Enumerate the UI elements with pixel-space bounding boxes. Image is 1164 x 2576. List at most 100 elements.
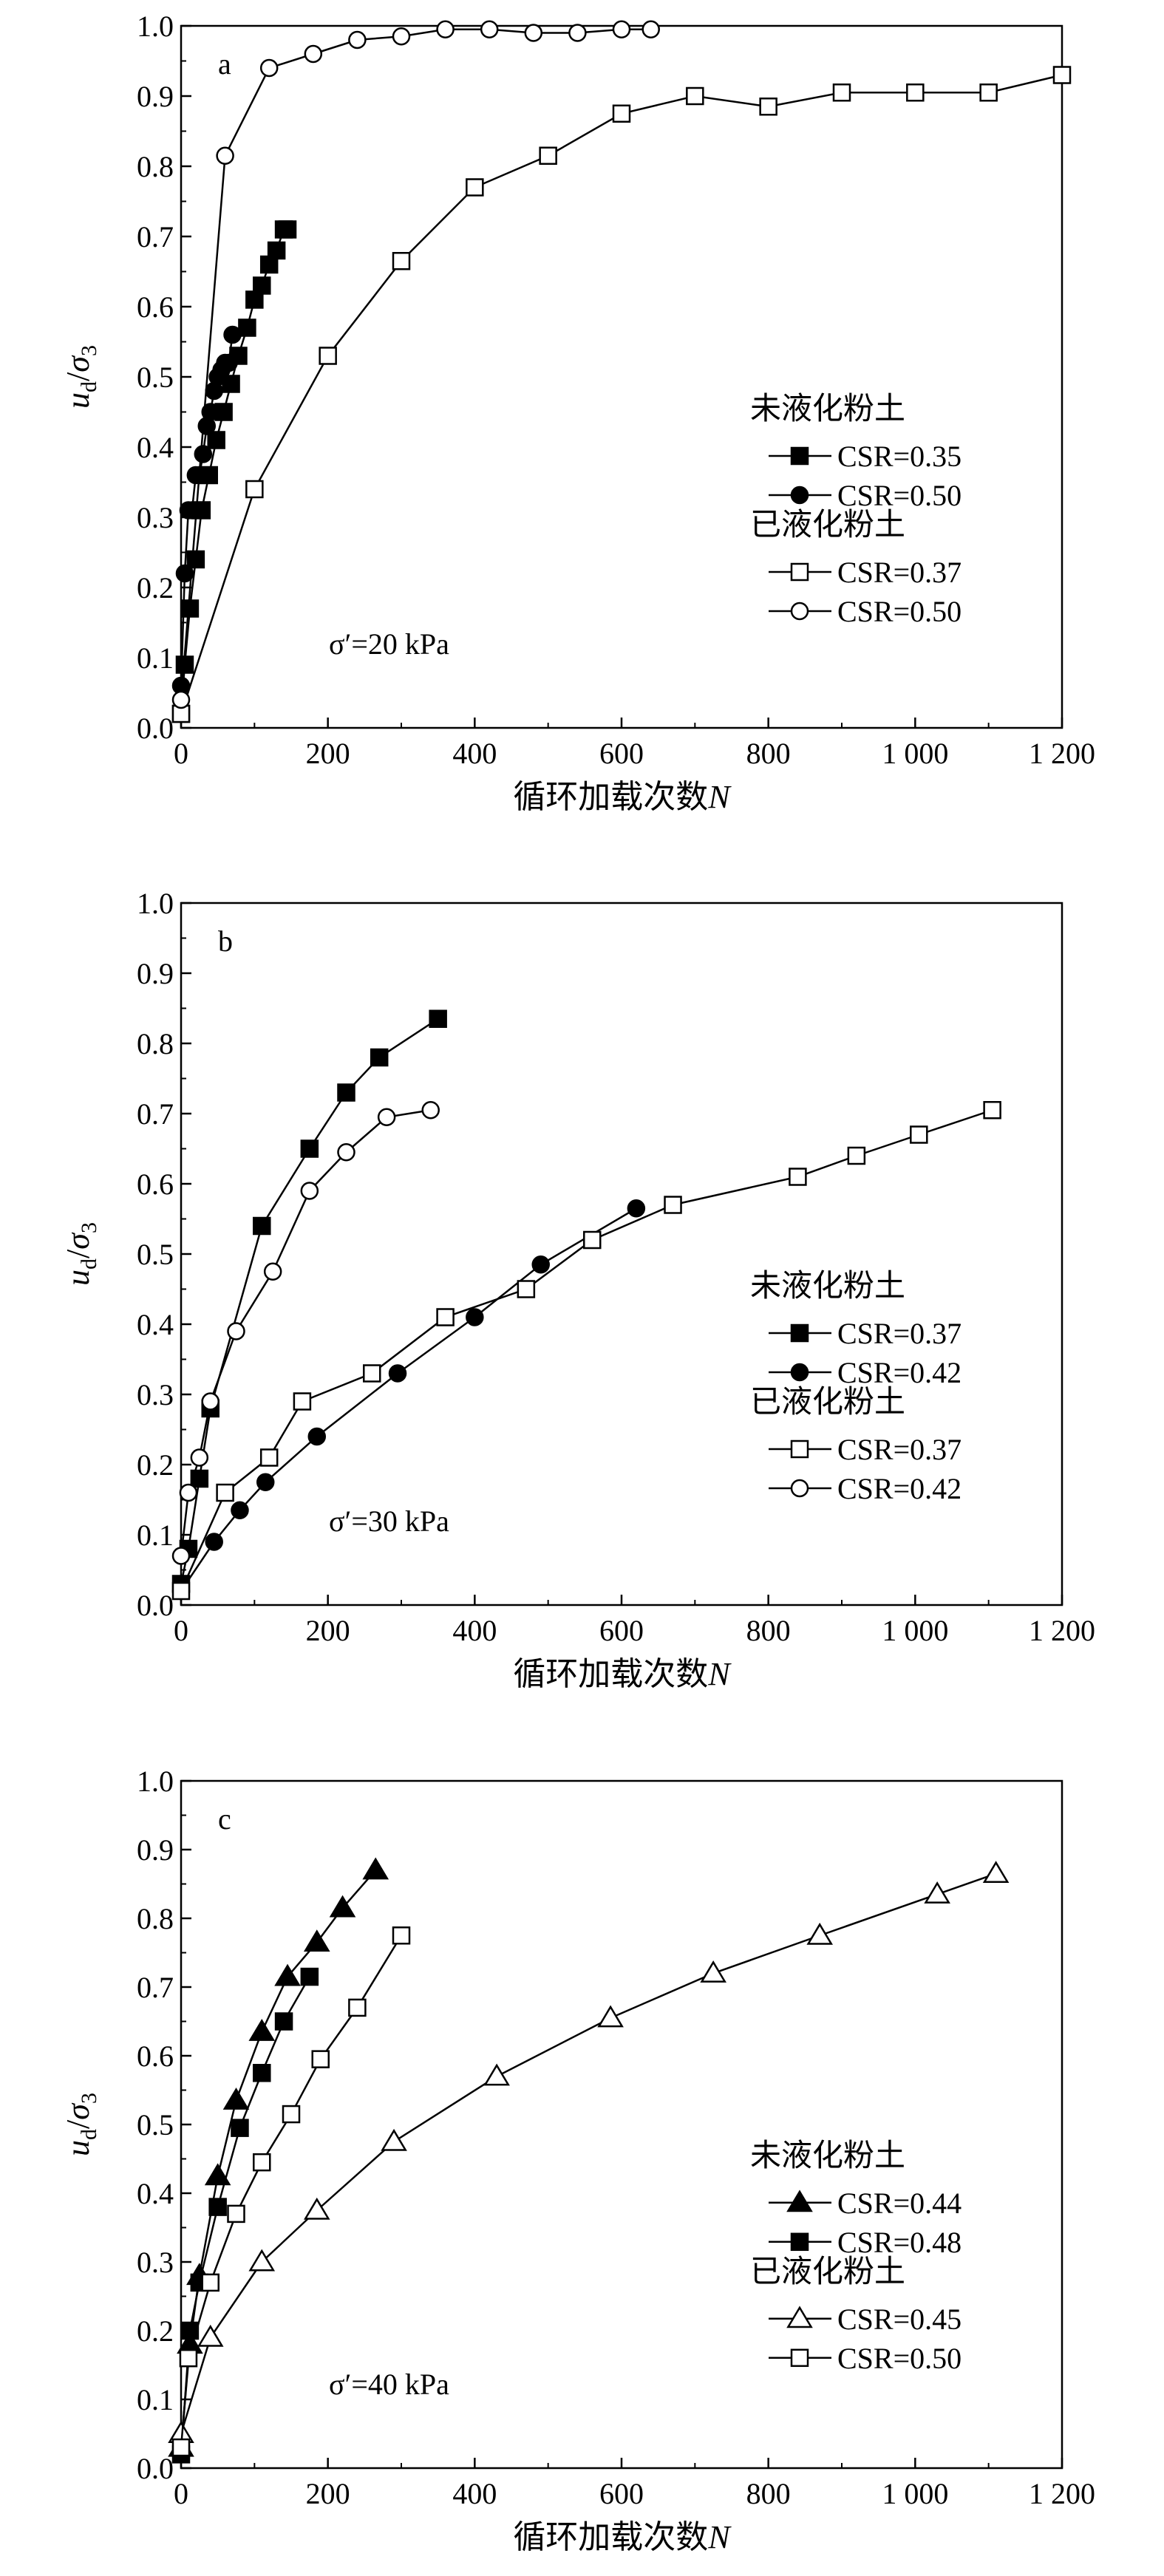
data-point	[207, 431, 225, 449]
data-point	[222, 2088, 250, 2110]
x-tick-label: 400	[452, 1614, 497, 1647]
y-tick-label: 0.9	[137, 1833, 174, 1867]
data-point	[216, 146, 234, 165]
data-point	[194, 445, 213, 463]
y-tick-label: 0.2	[137, 571, 174, 604]
data-point	[293, 1392, 312, 1411]
data-point	[806, 1922, 834, 1945]
legend-label: CSR=0.44	[837, 2187, 962, 2220]
data-point	[982, 1861, 1010, 1884]
data-point	[259, 1448, 279, 1467]
data-point	[171, 1581, 191, 1601]
data-point	[231, 2119, 249, 2137]
y-axis-label: ud/σ3	[60, 2093, 101, 2156]
legend-group-title: 已液化粉土	[750, 1383, 905, 1420]
legend-label: CSR=0.37	[837, 1317, 962, 1350]
series-3	[171, 1101, 440, 1565]
y-tick-label: 0.7	[137, 1971, 174, 2004]
x-tick-label: 200	[306, 2477, 350, 2510]
data-point	[597, 2005, 624, 2028]
data-point	[190, 1469, 209, 1488]
series-line	[180, 1870, 377, 2448]
data-point	[171, 1547, 191, 1565]
data-point	[201, 2273, 219, 2292]
x-tick-label: 1 200	[1029, 737, 1095, 770]
legend-group-title: 未液化粉土	[750, 2137, 905, 2173]
legend-marker	[790, 2348, 809, 2368]
series-3	[171, 1926, 411, 2457]
legend-group-title: 已液化粉土	[750, 2253, 905, 2289]
x-tick-label: 0	[174, 2477, 188, 2510]
data-point	[612, 104, 631, 123]
data-point	[267, 241, 286, 260]
y-tick-label: 0.4	[137, 2177, 174, 2210]
data-point	[238, 318, 256, 337]
x-tick-label: 1 000	[882, 1614, 948, 1647]
legend-entry: CSR=0.42	[769, 1472, 962, 1505]
y-tick-label: 0.8	[137, 150, 174, 183]
legend-entry: CSR=0.37	[769, 556, 962, 589]
x-tick-label: 0	[174, 737, 188, 770]
data-point	[664, 1196, 682, 1214]
data-point	[204, 2163, 231, 2186]
data-point	[480, 20, 499, 38]
data-point	[307, 1427, 327, 1446]
legend-marker	[790, 1479, 809, 1498]
series-1	[171, 325, 242, 695]
panel-label: c	[218, 1802, 231, 1836]
series-2	[168, 1861, 1010, 2443]
data-point	[245, 480, 264, 499]
data-point	[223, 325, 242, 344]
chart-panel-a: 0 200 400 600 800 1 000 1 200 0.0 0.1 0.2 0.3 0.4 0.…	[60, 10, 1095, 816]
x-tick-label: 800	[746, 1614, 791, 1647]
data-point	[253, 2153, 271, 2172]
data-point	[311, 2050, 330, 2068]
legend-entry: CSR=0.48	[769, 2226, 962, 2259]
legend-label: CSR=0.50	[837, 2342, 962, 2375]
x-tick-label: 1 200	[1029, 2477, 1095, 2510]
x-tick-label: 800	[746, 2477, 791, 2510]
x-tick-label: 600	[599, 2477, 644, 2510]
y-axis-label: ud/σ3	[60, 1222, 101, 1286]
data-point	[227, 1322, 245, 1340]
data-point	[924, 1881, 950, 1904]
panel-label: b	[218, 924, 233, 958]
data-point	[348, 1998, 367, 2017]
y-tick-label: 0.5	[137, 2108, 174, 2141]
legend-entry: CSR=0.37	[769, 1433, 962, 1466]
y-tick-label: 0.4	[137, 1308, 174, 1341]
legend-label: CSR=0.42	[837, 1356, 962, 1389]
data-point	[627, 1199, 646, 1218]
data-point	[263, 1262, 282, 1281]
x-tick-label: 200	[306, 737, 350, 770]
data-point	[216, 1483, 234, 1502]
legend-label: CSR=0.35	[837, 440, 962, 473]
x-tick-label: 400	[452, 2477, 497, 2510]
data-point	[227, 2204, 245, 2224]
y-tick-label: 1.0	[137, 1765, 174, 1798]
legend-entry: CSR=0.35	[769, 440, 962, 473]
data-point	[219, 353, 238, 372]
y-tick-label: 0.9	[137, 80, 174, 113]
legend-label: CSR=0.48	[837, 2226, 962, 2259]
series-2	[171, 66, 1072, 723]
data-point	[337, 1083, 355, 1102]
legend-marker	[786, 2306, 813, 2328]
data-point	[1052, 66, 1072, 84]
data-point	[300, 1967, 319, 1986]
data-point	[180, 2321, 200, 2340]
y-axis-label: ud/σ3	[60, 345, 101, 409]
y-tick-label: 1.0	[137, 887, 174, 920]
data-point	[641, 20, 660, 38]
data-point	[179, 2348, 198, 2368]
data-point	[304, 44, 323, 64]
x-tick-label: 800	[746, 737, 791, 770]
data-point	[201, 403, 219, 421]
series-1	[171, 1199, 646, 1601]
series-line	[180, 1976, 310, 2455]
data-point	[979, 84, 998, 102]
data-point	[377, 1108, 396, 1126]
legend-entry: CSR=0.45	[769, 2303, 962, 2336]
data-point	[381, 2128, 407, 2151]
data-point	[256, 1473, 275, 1491]
